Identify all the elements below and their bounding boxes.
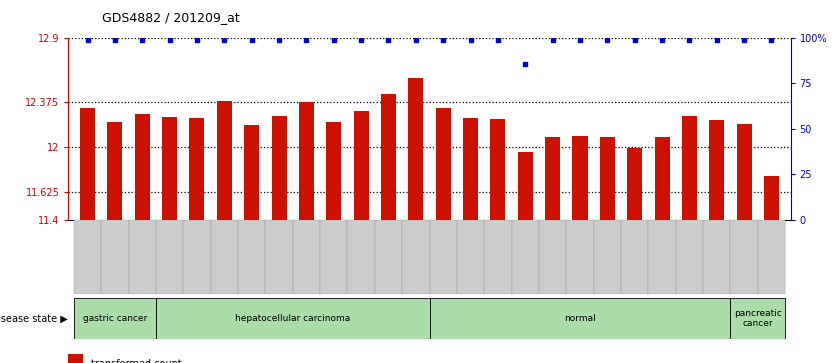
Text: pancreatic
cancer: pancreatic cancer — [734, 309, 781, 328]
Bar — [435, 108, 450, 220]
Bar — [682, 115, 697, 220]
FancyBboxPatch shape — [731, 220, 758, 294]
Text: transformed count: transformed count — [92, 359, 183, 363]
FancyBboxPatch shape — [156, 220, 183, 294]
Bar — [572, 136, 587, 220]
FancyBboxPatch shape — [731, 298, 785, 339]
FancyBboxPatch shape — [74, 298, 156, 339]
FancyBboxPatch shape — [320, 220, 348, 294]
FancyBboxPatch shape — [676, 220, 703, 294]
FancyBboxPatch shape — [101, 220, 128, 294]
FancyBboxPatch shape — [156, 298, 430, 339]
FancyBboxPatch shape — [430, 298, 731, 339]
FancyBboxPatch shape — [594, 220, 621, 294]
FancyBboxPatch shape — [211, 220, 238, 294]
FancyBboxPatch shape — [511, 220, 539, 294]
Text: gastric cancer: gastric cancer — [83, 314, 147, 323]
FancyBboxPatch shape — [758, 220, 785, 294]
Bar — [409, 78, 424, 220]
Bar — [709, 121, 724, 220]
Text: GDS4882 / 201209_at: GDS4882 / 201209_at — [102, 11, 239, 24]
Bar — [463, 118, 478, 220]
FancyBboxPatch shape — [374, 220, 402, 294]
Bar — [627, 148, 642, 220]
FancyBboxPatch shape — [566, 220, 594, 294]
FancyBboxPatch shape — [539, 220, 566, 294]
FancyBboxPatch shape — [457, 220, 485, 294]
FancyBboxPatch shape — [128, 220, 156, 294]
Bar — [381, 94, 396, 220]
FancyBboxPatch shape — [74, 220, 101, 294]
FancyBboxPatch shape — [348, 220, 374, 294]
FancyBboxPatch shape — [621, 220, 648, 294]
Bar — [764, 176, 779, 220]
Bar — [326, 122, 341, 220]
Bar — [272, 115, 287, 220]
Text: hepatocellular carcinoma: hepatocellular carcinoma — [235, 314, 350, 323]
FancyBboxPatch shape — [183, 220, 211, 294]
Bar — [545, 137, 560, 220]
Bar — [736, 124, 751, 220]
FancyBboxPatch shape — [293, 220, 320, 294]
Bar — [600, 137, 615, 220]
Bar — [299, 102, 314, 220]
Text: normal: normal — [564, 314, 595, 323]
Bar — [518, 152, 533, 220]
FancyBboxPatch shape — [648, 220, 676, 294]
FancyBboxPatch shape — [703, 220, 731, 294]
Bar — [80, 108, 95, 220]
Bar — [217, 101, 232, 220]
Bar — [162, 117, 177, 220]
FancyBboxPatch shape — [430, 220, 457, 294]
FancyBboxPatch shape — [485, 220, 511, 294]
Bar — [244, 125, 259, 220]
Bar — [189, 118, 204, 220]
FancyBboxPatch shape — [402, 220, 430, 294]
Bar — [490, 119, 505, 220]
FancyBboxPatch shape — [265, 220, 293, 294]
Bar — [135, 114, 150, 220]
Bar — [68, 354, 83, 363]
Bar — [655, 137, 670, 220]
FancyBboxPatch shape — [238, 220, 265, 294]
Bar — [354, 111, 369, 220]
Text: disease state ▶: disease state ▶ — [0, 314, 68, 323]
Bar — [108, 122, 123, 220]
